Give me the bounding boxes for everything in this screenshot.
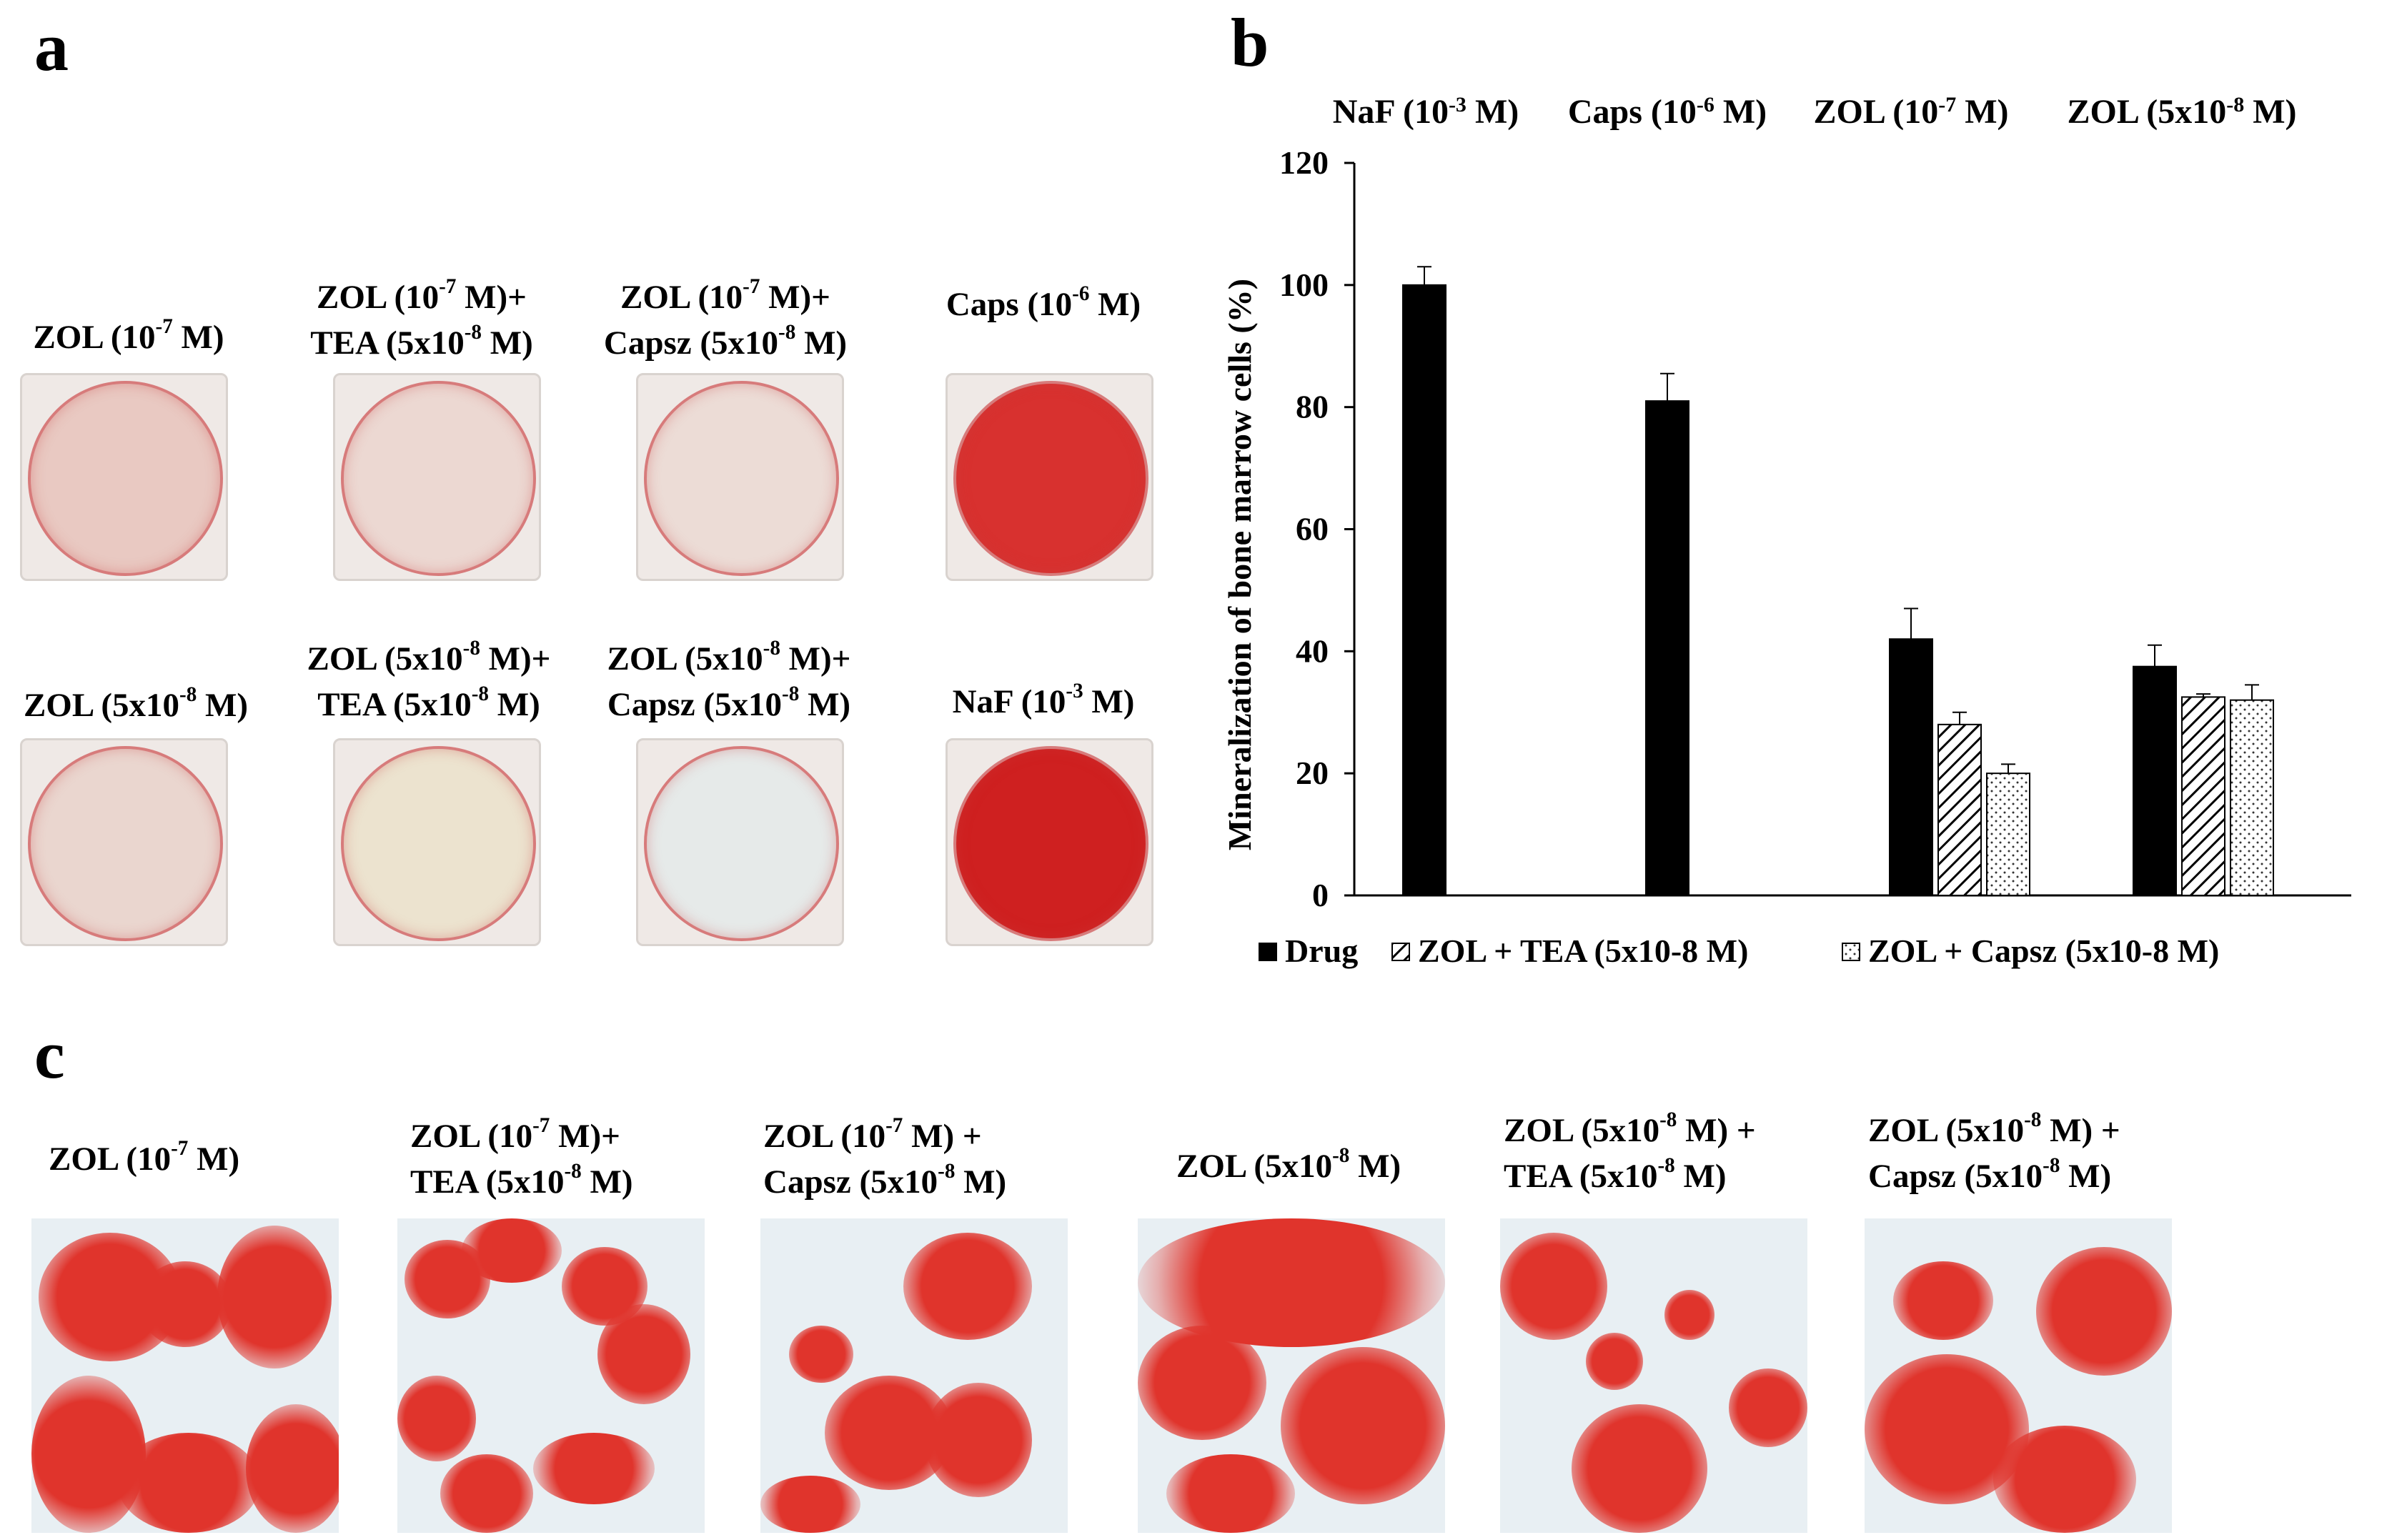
bar-solid (1889, 638, 1933, 896)
legend-label: Drug (1285, 933, 1358, 969)
legend-swatch (1391, 943, 1410, 961)
micrograph-image (1865, 1218, 2172, 1533)
stain-nodule (1500, 1233, 1607, 1340)
stain-nodule (1572, 1404, 1707, 1533)
legend-swatch (1259, 943, 1277, 961)
stain-nodule (1664, 1290, 1714, 1340)
group-label: ZOL (5x10-8 M) (2068, 93, 2297, 131)
panel-c-caption-5: ZOL (5x10-8 M) + TEA (5x10-8 M) (1504, 1108, 1756, 1195)
culture-dish-image (333, 373, 541, 581)
stain-nodule (1729, 1368, 1807, 1447)
bar-hatch (1937, 723, 1982, 896)
panel-a-caption-bottom-4: NaF (10-3 M) (952, 679, 1135, 720)
y-tick-label: 0 (1312, 877, 1329, 913)
stain-nodule (1166, 1454, 1295, 1533)
stain-nodule (903, 1233, 1032, 1340)
legend-swatch (1842, 943, 1860, 961)
culture-dish-image (333, 738, 541, 946)
panel-a-caption-top-4: Caps (10-6 M) (946, 282, 1141, 323)
stain-nodule (2036, 1247, 2172, 1376)
mineralization-bar-chart: NaF (10-3 M) Caps (10-6 M) ZOL (10-7 M) ZOL… (1221, 93, 2351, 969)
micrograph-image (760, 1218, 1068, 1533)
y-tick-label: 80 (1296, 389, 1329, 425)
culture-dish-image (946, 373, 1153, 581)
stain-nodule (1281, 1347, 1445, 1504)
micrograph-image (1500, 1218, 1807, 1533)
group-label: NaF (10-3 M) (1333, 93, 1519, 131)
micrograph-image (397, 1218, 705, 1533)
stain-nodule (1138, 1326, 1266, 1440)
stain-nodule (246, 1404, 339, 1533)
stain-nodule (1586, 1333, 1643, 1390)
micrograph-image (31, 1218, 339, 1533)
panel-c-caption-4: ZOL (5x10-8 M) (1176, 1143, 1401, 1185)
stain-nodule (533, 1433, 655, 1504)
stain-nodule (1138, 1218, 1445, 1347)
legend-label: ZOL + Capsz (5x10-8 M) (1868, 933, 2219, 969)
stain-nodule (440, 1454, 533, 1533)
panel-c-caption-6: ZOL (5x10-8 M) + Capsz (5x10-8 M) (1868, 1108, 2120, 1195)
stain-nodule (1993, 1426, 2136, 1533)
stain-nodule (925, 1383, 1032, 1497)
stain-nodule (1893, 1261, 1993, 1340)
culture-dish-image (636, 373, 844, 581)
stain-nodule (789, 1326, 853, 1383)
stain-nodule (397, 1376, 476, 1461)
panel-c-caption-2: ZOL (10-7 M)+ TEA (5x10-8 M) (410, 1113, 633, 1201)
bar-dots (2230, 699, 2274, 897)
panel-a-caption-top-1: ZOL (10-7 M) (33, 314, 224, 356)
bar-solid (1402, 284, 1446, 897)
stain-nodule (597, 1304, 690, 1404)
culture-dish-image (946, 738, 1153, 946)
stain-nodule (117, 1433, 260, 1533)
stain-nodule (760, 1476, 860, 1533)
y-tick-label: 40 (1296, 632, 1329, 669)
panel-a-caption-top-3: ZOL (10-7 M)+ Capsz (5x10-8 M) (603, 274, 848, 362)
bar-solid (2133, 665, 2177, 896)
culture-dish-image (636, 738, 844, 946)
panel-c-caption-1: ZOL (10-7 M) (49, 1136, 240, 1178)
chart-y-axis-label: Mineralization of bone marrow cells (%) (1221, 279, 1258, 850)
legend-label: ZOL + TEA (5x10-8 M) (1418, 933, 1748, 969)
culture-dish-image (20, 373, 228, 581)
y-tick-label: 120 (1279, 144, 1329, 181)
y-tick-label: 20 (1296, 755, 1329, 791)
bar-hatch (2181, 696, 2225, 896)
panel-c-caption-3: ZOL (10-7 M) + Capsz (5x10-8 M) (763, 1113, 1007, 1201)
culture-dish-image (20, 738, 228, 946)
y-tick-label: 60 (1296, 511, 1329, 547)
stain-nodule (217, 1226, 332, 1368)
panel-a-letter: a (34, 9, 69, 85)
panel-a-caption-bottom-2: ZOL (5x10-8 M)+ TEA (5x10-8 M) (307, 636, 551, 723)
panel-a-caption-top-2: ZOL (10-7 M)+ TEA (5x10-8 M) (310, 274, 533, 362)
bar-dots (1986, 773, 2030, 896)
panel-c-letter: c (34, 1016, 65, 1093)
stain-nodule (462, 1218, 562, 1283)
micrograph-image (1138, 1218, 1445, 1533)
stain-nodule (139, 1261, 232, 1347)
panel-a-caption-bottom-3: ZOL (5x10-8 M)+ Capsz (5x10-8 M) (607, 636, 851, 723)
group-label: ZOL (10-7 M) (1814, 93, 2009, 131)
bar-solid (1645, 400, 1689, 896)
panel-b-letter: b (1231, 4, 1269, 81)
y-tick-label: 100 (1279, 267, 1329, 303)
group-label: Caps (10-6 M) (1568, 93, 1767, 131)
panel-a-caption-bottom-1: ZOL (5x10-8 M) (23, 682, 249, 724)
